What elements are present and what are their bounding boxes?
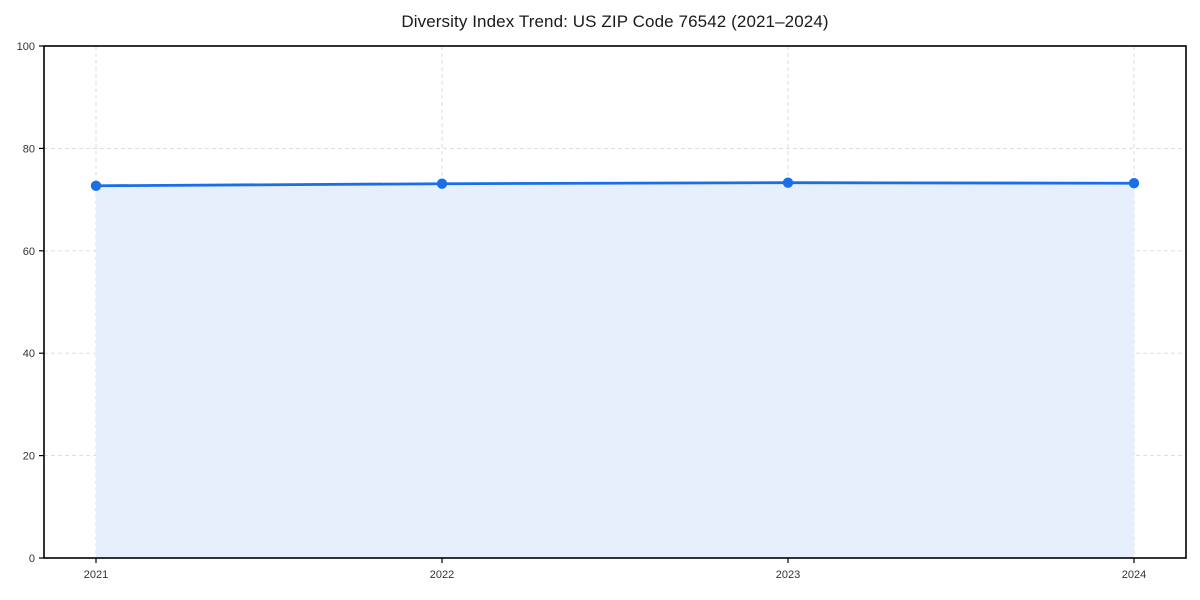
x-tick-label: 2023	[776, 569, 800, 581]
y-tick-label: 100	[17, 41, 35, 53]
y-tick-label: 80	[23, 143, 35, 155]
x-tick-label: 2022	[430, 569, 454, 581]
data-point-2021	[90, 180, 102, 191]
y-tick-label: 20	[23, 451, 35, 463]
chart-title: Diversity Index Trend: US ZIP Code 76542…	[401, 12, 829, 31]
data-point-2024	[1128, 178, 1140, 189]
x-tick-label: 2024	[1122, 569, 1146, 581]
y-tick-label: 40	[23, 348, 35, 360]
data-point-2023	[782, 177, 794, 188]
plot-frame	[43, 45, 1187, 559]
area-fill	[96, 182, 1134, 559]
x-tick-label: 2021	[84, 569, 108, 581]
y-tick-label: 60	[23, 246, 35, 258]
data-point-2022	[436, 178, 448, 189]
trend-line	[94, 181, 1136, 188]
y-tick-label: 0	[29, 553, 35, 565]
